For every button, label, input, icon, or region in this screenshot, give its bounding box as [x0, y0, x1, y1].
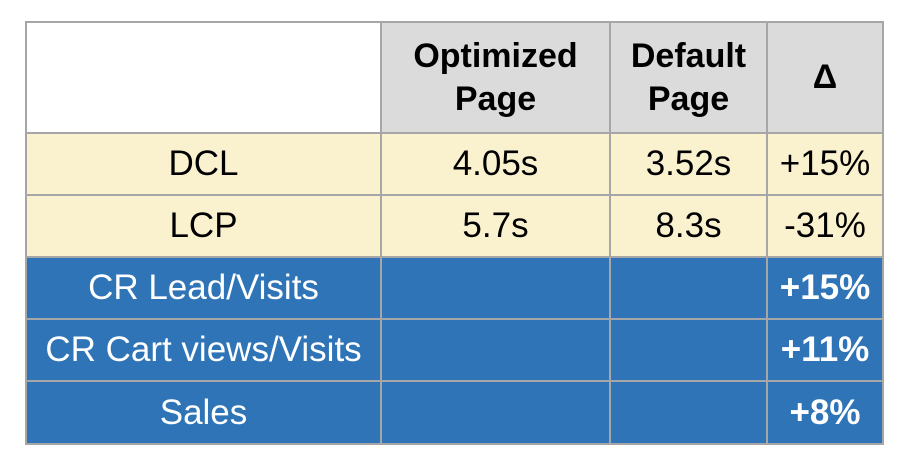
table-row-dcl: DCL 4.05s 3.52s +15%	[25, 132, 884, 196]
header-delta: Δ	[766, 21, 884, 134]
cell-cr-cart-optimized	[380, 318, 611, 382]
table-row-cr-lead-visits: CR Lead/Visits +15%	[25, 256, 884, 320]
cell-cr-cart-delta: +11%	[766, 318, 884, 382]
table-row-cr-cart-views-visits: CR Cart views/Visits +11%	[25, 318, 884, 382]
cell-dcl-default: 3.52s	[609, 132, 768, 196]
table-row-lcp: LCP 5.7s 8.3s -31%	[25, 194, 884, 258]
header-optimized-page: Optimized Page	[380, 21, 611, 134]
row-label-sales: Sales	[25, 380, 382, 445]
row-label-dcl: DCL	[25, 132, 382, 196]
cell-sales-default	[609, 380, 768, 445]
cell-cr-lead-default	[609, 256, 768, 320]
cell-cr-cart-default	[609, 318, 768, 382]
header-row: Optimized Page Default Page Δ	[25, 21, 884, 134]
cell-lcp-default: 8.3s	[609, 194, 768, 258]
row-label-lcp: LCP	[25, 194, 382, 258]
cell-sales-delta: +8%	[766, 380, 884, 445]
table-row-sales: Sales +8%	[25, 380, 884, 445]
cell-lcp-optimized: 5.7s	[380, 194, 611, 258]
header-default-page: Default Page	[609, 21, 768, 134]
metrics-comparison-table: Optimized Page Default Page Δ DCL 4.05s …	[25, 21, 884, 445]
row-label-cr-lead-visits: CR Lead/Visits	[25, 256, 382, 320]
cell-cr-lead-optimized	[380, 256, 611, 320]
cell-sales-optimized	[380, 380, 611, 445]
cell-cr-lead-delta: +15%	[766, 256, 884, 320]
cell-dcl-delta: +15%	[766, 132, 884, 196]
row-label-cr-cart-views-visits: CR Cart views/Visits	[25, 318, 382, 382]
cell-dcl-optimized: 4.05s	[380, 132, 611, 196]
cell-lcp-delta: -31%	[766, 194, 884, 258]
header-corner-cell	[25, 21, 382, 134]
